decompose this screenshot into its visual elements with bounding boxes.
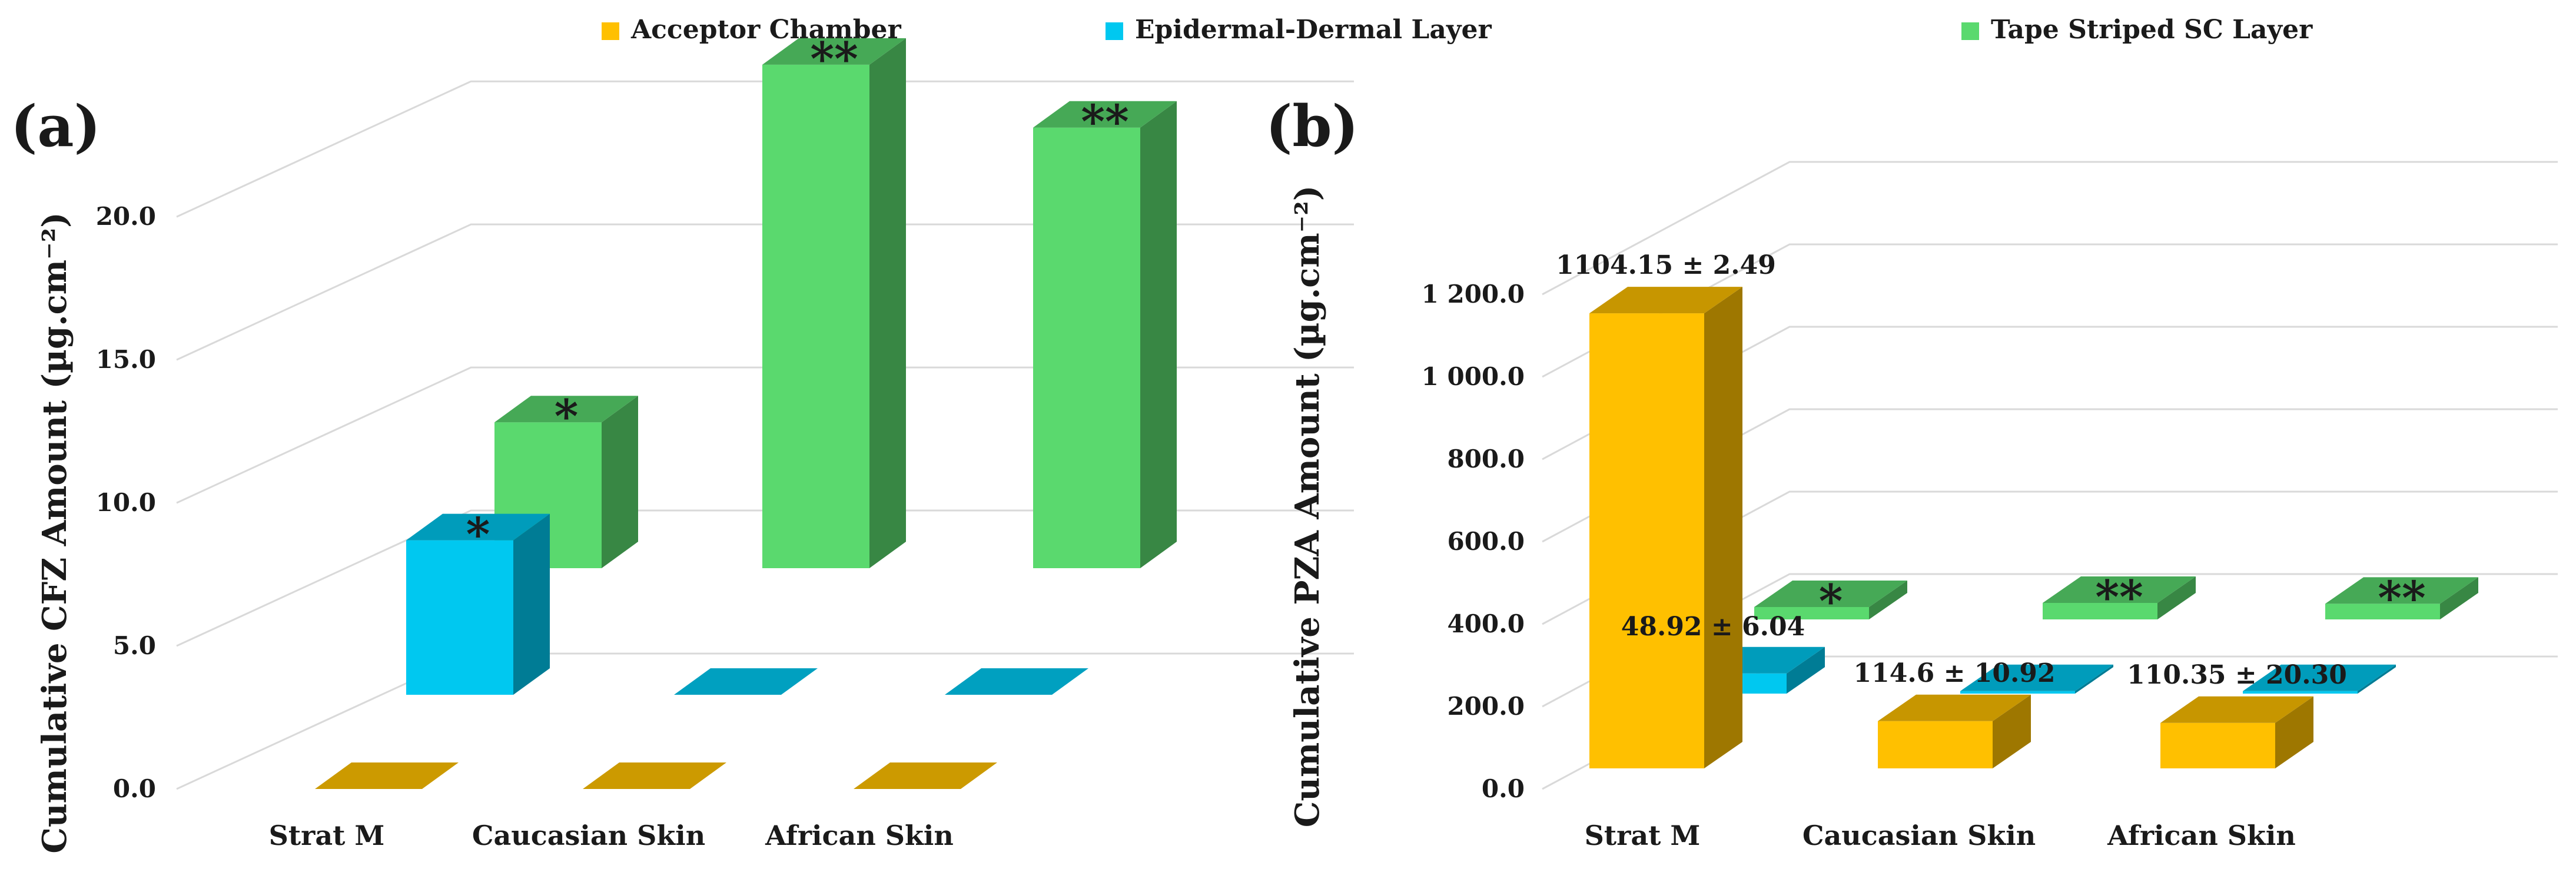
- panel-a-ytick: 0.0: [113, 774, 156, 803]
- legend-label-tape: Tape Striped SC Layer: [1991, 15, 2313, 45]
- legend: Acceptor Chamber Epidermal-Dermal Layer …: [602, 15, 2313, 45]
- panel-b-chart: 0.0 200.0 400.0 600.0 800.0 1 000.0 1 200.0 St…: [1266, 93, 2558, 851]
- panel-a-ytick: 5.0: [113, 631, 156, 660]
- annotation-a-tape-striped-sc-layer-caucasian-skin: **: [810, 32, 858, 86]
- bar-b-acceptor-chamber-african-skin: [2160, 696, 2313, 768]
- panel-b-category-caucasian-skin: Caucasian Skin: [1802, 820, 2036, 851]
- panel-a-chart: 0.0 5.0 10.0 15.0 20.0 Strat M Caucasian Skin…: [11, 32, 1354, 854]
- bar-b-acceptor-chamber-strat-m: [1589, 287, 1742, 769]
- panel-a-gridline: [176, 80, 1354, 218]
- panel-a-ylabel: Cumulative CFZ Amount (µg.cm⁻²): [35, 212, 74, 853]
- legend-swatch-tape: [1961, 22, 1979, 40]
- bar-b-acceptor-chamber-caucasian-skin: [1878, 694, 2031, 768]
- panel-b-ytick: 600.0: [1447, 527, 1525, 556]
- bar-a-acceptor-chamber-caucasian-skin: [583, 762, 726, 789]
- panel-b-ytick: 0.0: [1482, 774, 1525, 803]
- bar-a-tape-striped-sc-layer-african-skin: [1033, 101, 1177, 569]
- panel-b-ytick: 1 000.0: [1422, 362, 1525, 391]
- panel-b-ytick: 800.0: [1447, 445, 1525, 473]
- annotation-b-tape-striped-sc-layer-african-skin: **: [2378, 571, 2426, 625]
- legend-swatch-acceptor: [602, 22, 619, 40]
- bar-a-tape-striped-sc-layer-caucasian-skin: [762, 38, 906, 569]
- panel-b-ylabel: Cumulative PZA Amount (µg.cm⁻²): [1288, 185, 1327, 827]
- annotation-b-acceptor-chamber-strat-m: 1104.15 ± 2.49: [1556, 250, 1776, 280]
- bar-b-epidermal-dermal-layer-caucasian-skin: [1960, 664, 2113, 694]
- panel-a-label: (a): [11, 93, 101, 160]
- bar-a-epidermal-dermal-layer-african-skin: [945, 668, 1088, 695]
- annotation-b-epidermal-dermal-layer-strat-m: 48.92 ± 6.04: [1621, 612, 1805, 642]
- panel-a-ytick: 10.0: [96, 488, 156, 517]
- panel-a-ytick: 15.0: [96, 345, 156, 374]
- bar-b-tape-striped-sc-layer-african-skin: [2325, 577, 2478, 619]
- panel-a-category-african-skin: African Skin: [765, 820, 954, 851]
- bar-a-epidermal-dermal-layer-strat-m: [406, 513, 550, 695]
- panel-b-label: (b): [1266, 93, 1359, 160]
- panel-a-ytick: 20.0: [96, 202, 156, 231]
- legend-swatch-epidermal: [1106, 22, 1123, 40]
- annotation-a-epidermal-dermal-layer-strat-m: *: [466, 508, 490, 562]
- panel-a-category-strat-m: Strat M: [269, 820, 385, 851]
- panel-b-ytick: 1 200.0: [1422, 280, 1525, 309]
- panel-b-ytick: 400.0: [1447, 609, 1525, 638]
- bar-a-acceptor-chamber-african-skin: [854, 762, 997, 789]
- annotation-b-acceptor-chamber-caucasian-skin: 114.6 ± 10.92: [1853, 658, 2055, 688]
- panel-a-category-caucasian-skin: Caucasian Skin: [472, 820, 705, 851]
- bar-b-tape-striped-sc-layer-caucasian-skin: [2043, 576, 2196, 619]
- annotation-b-tape-striped-sc-layer-caucasian-skin: **: [2095, 571, 2143, 624]
- annotation-b-tape-striped-sc-layer-strat-m: *: [1819, 575, 1843, 628]
- panel-b-category-strat-m: Strat M: [1585, 820, 1701, 851]
- panel-b-category-african-skin: African Skin: [2107, 820, 2296, 851]
- bar-a-acceptor-chamber-strat-m: [315, 762, 459, 789]
- panel-b-ytick: 200.0: [1447, 692, 1525, 721]
- legend-label-epidermal: Epidermal-Dermal Layer: [1135, 15, 1492, 45]
- bar-b-tape-striped-sc-layer-strat-m: [1754, 581, 1907, 619]
- bar-b-epidermal-dermal-layer-african-skin: [2243, 664, 2396, 694]
- bar-a-epidermal-dermal-layer-caucasian-skin: [674, 668, 818, 695]
- annotation-a-tape-striped-sc-layer-african-skin: **: [1081, 95, 1129, 149]
- panel-b-gridline: [1542, 161, 2558, 296]
- annotation-b-acceptor-chamber-african-skin: 110.35 ± 20.30: [2127, 660, 2347, 690]
- annotation-a-tape-striped-sc-layer-strat-m: *: [555, 390, 579, 443]
